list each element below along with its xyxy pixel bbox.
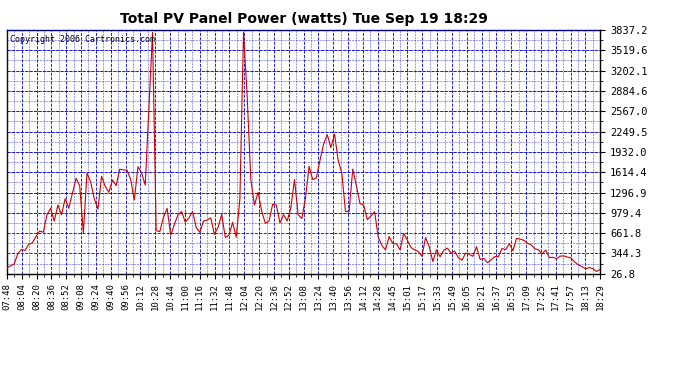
Title: Total PV Panel Power (watts) Tue Sep 19 18:29: Total PV Panel Power (watts) Tue Sep 19 … [119,12,488,26]
Text: Copyright 2006 Cartronics.com: Copyright 2006 Cartronics.com [10,35,155,44]
